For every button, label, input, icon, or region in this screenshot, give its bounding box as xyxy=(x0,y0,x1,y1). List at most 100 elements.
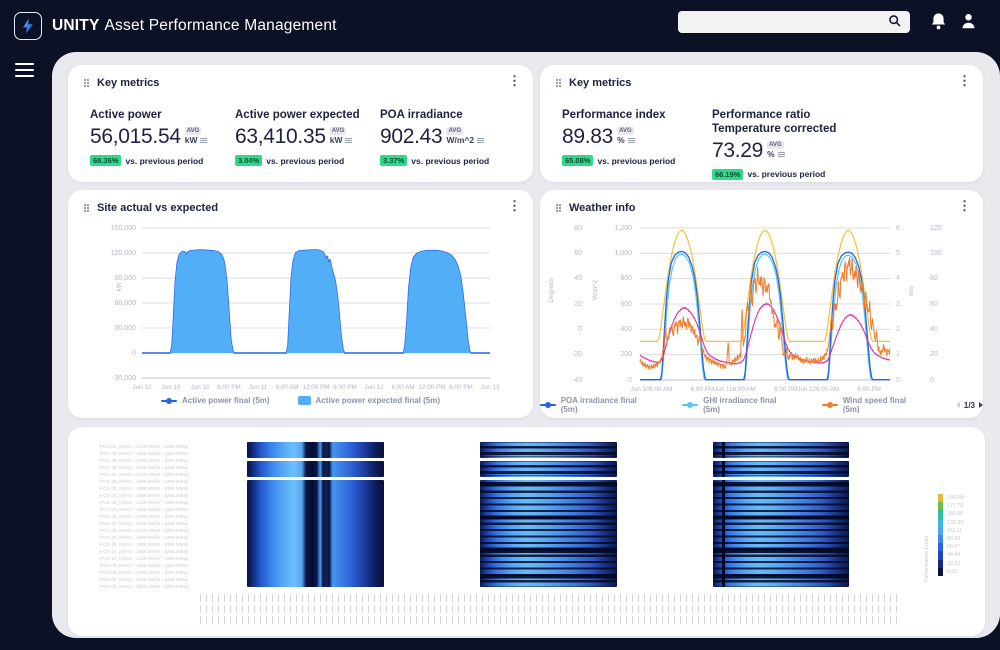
kebab-menu-icon[interactable]: ⋮ xyxy=(958,198,971,213)
user-icon[interactable] xyxy=(960,12,977,31)
metric-unit-stack: AVG% xyxy=(617,126,635,145)
heatmap-block xyxy=(713,442,849,458)
metric-unit: kW xyxy=(184,134,198,145)
colorbar-tick: 177.78 xyxy=(947,503,964,510)
metric-menu-icon[interactable] xyxy=(477,136,485,144)
metric-unit-row: kW xyxy=(330,136,353,145)
y-axis-tick: 30,000 xyxy=(114,324,136,332)
y-axis-tick: 90,000 xyxy=(114,274,136,282)
colorbar-swatch xyxy=(938,551,943,560)
colorbar-swatch xyxy=(938,502,943,511)
legend-dot-marker xyxy=(687,402,694,408)
y-axis-tick: 1 xyxy=(896,351,900,359)
heatmap-row-label: PCS-50_INV02 - 1729.00kW - 1290.00kW xyxy=(100,444,188,449)
legend-item[interactable]: Wind speed final (5m) xyxy=(821,396,924,414)
y-axis-tick: 60 xyxy=(930,300,938,308)
x-axis-tick: Jun 12 xyxy=(797,386,817,393)
heatmap-row-label: PCS-48_INV01 - 1898.00kW - 1290.00kW xyxy=(100,451,188,456)
legend-item[interactable]: GHI irradiance final (5m) xyxy=(682,396,794,414)
x-axis-tick: 6:00 PM xyxy=(857,386,881,393)
y-axis-tick: 1,000 xyxy=(614,249,632,257)
heatmap-row-label: PCS-08_INV01 - 1898.00kW - 1290.00kW xyxy=(100,563,188,568)
y-axis-title: kW xyxy=(116,282,123,292)
brand-name: UNITY xyxy=(52,17,100,34)
delta-badge: 66.19% xyxy=(712,168,744,181)
kebab-menu-icon[interactable]: ⋮ xyxy=(508,198,521,213)
metric-value: 89.83 xyxy=(562,124,614,148)
heatmap-row-label: PCS-20_INV02 - 1729.00kW - 1290.00kW xyxy=(100,528,188,533)
y-axis-tick: 20 xyxy=(930,351,938,359)
metric: Active power expected 63,410.35 AVG kW 3.04%… xyxy=(235,109,380,167)
metric: Performance ratio Temperature corrected 73… xyxy=(712,109,862,181)
y-axis-tick: 40 xyxy=(574,275,582,283)
metric-menu-icon[interactable] xyxy=(200,136,208,144)
metric-value: 73.29 xyxy=(712,138,764,162)
metric-unit-row: W/m^2 xyxy=(446,136,485,145)
weather-info-card: Weather info ⋮ 80 60 40 20 0 -20 -40 1,200 1,000… xyxy=(540,190,983,418)
series-area xyxy=(142,249,490,353)
drag-handle-icon[interactable] xyxy=(84,78,90,88)
legend-pager: 1/3 xyxy=(955,401,983,410)
y-axis-tick: 40 xyxy=(930,325,938,333)
delta-label: vs. previous period xyxy=(411,155,490,166)
heatmap-row-label: PCS-33_INV01 - 1806.00kW - 1290.00kW xyxy=(100,493,188,498)
delta-label: vs. previous period xyxy=(597,155,676,166)
metric-unit-row: % xyxy=(617,136,635,145)
search-input[interactable] xyxy=(678,11,910,33)
legend-line-marker xyxy=(682,402,699,408)
y-axis-tick: 120,000 xyxy=(110,249,136,257)
key-metrics-card-left: Key metrics ⋮ Active power 56,015.54 AVG kW… xyxy=(68,65,533,182)
metric-menu-icon[interactable] xyxy=(345,136,353,144)
heatmap-row-label: PCS-10_INV02 - 1729.00kW - 1290.00kW xyxy=(100,556,188,561)
drag-handle-icon[interactable] xyxy=(556,78,562,88)
metric-menu-icon[interactable] xyxy=(627,136,635,144)
heatmap-row-label: PCS-25_INV01 - 1898.00kW - 1290.00kW xyxy=(100,514,188,519)
y-axis-tick: 3 xyxy=(896,300,900,308)
heatmap-row-label: PCS-28_INV01 - 1898.00kW - 1290.00kW xyxy=(100,507,188,512)
avg-badge: AVG xyxy=(446,126,463,135)
heatmap-row-label: PCS-40_INV02 - 1729.00kW - 1290.00kW xyxy=(100,472,188,477)
heatmap-panel-1 xyxy=(247,442,384,587)
legend-item[interactable]: Active power expected final (5m) xyxy=(297,396,440,405)
metric-value: 56,015.54 xyxy=(90,124,181,148)
metrics-row: Performance index 89.83 AVG% 65.08% vs. prev… xyxy=(562,109,862,181)
legend-item[interactable]: POA irradiance final (5m) xyxy=(540,396,654,414)
x-axis-tick: Jun 13 xyxy=(480,384,500,391)
x-axis-tick: 6:00 AM xyxy=(815,386,840,393)
delta-badge: 65.08% xyxy=(562,154,594,167)
drag-handle-icon[interactable] xyxy=(556,203,562,213)
next-page-icon[interactable] xyxy=(979,402,983,408)
app-logo xyxy=(14,12,42,40)
card-header: Weather info xyxy=(556,202,635,214)
metric-menu-icon[interactable] xyxy=(777,150,785,158)
drag-handle-icon[interactable] xyxy=(84,203,90,213)
colorbar-tick: 0.00 xyxy=(947,568,958,575)
menu-toggle[interactable] xyxy=(15,63,34,81)
legend-item[interactable]: Active power final (5m) xyxy=(160,396,270,405)
heatmap-row-label: PCS-13_INV01 - 1806.00kW - 1290.00kW xyxy=(100,549,188,554)
previous-page-icon[interactable] xyxy=(955,402,960,408)
x-axis-tick: 6:00 PM xyxy=(690,386,715,393)
bell-icon[interactable] xyxy=(930,12,947,31)
colorbar-tick: 111.11 xyxy=(947,527,963,534)
colorbar-title: Performance Index xyxy=(924,535,930,582)
heatmap-row-label: PCS-43_INV01 - 1806.00kW - 1290.00kW xyxy=(100,465,188,470)
legend-dot-marker xyxy=(545,402,551,408)
weather-chart xyxy=(639,227,891,381)
x-axis-tick: 6:00 PM xyxy=(774,386,798,393)
heatmap-row-label: PCS-05_INV01 - 1806.00kW - 1290.00kW xyxy=(100,570,188,575)
kebab-menu-icon[interactable]: ⋮ xyxy=(958,73,971,88)
y-axis-tick: 800 xyxy=(620,275,632,283)
colorbar-swatch xyxy=(938,510,943,519)
card-header: Key metrics xyxy=(556,77,631,89)
search-icon[interactable] xyxy=(888,14,901,27)
colorbar-tick: 22.22 xyxy=(947,560,961,567)
x-axis-tick: Jun 10 xyxy=(630,386,650,393)
y-axis-tick: 60 xyxy=(574,249,582,257)
metric-unit: % xyxy=(767,148,775,159)
x-axis-tick: 6:00 PM xyxy=(449,384,473,391)
kebab-menu-icon[interactable]: ⋮ xyxy=(508,73,521,88)
chart-legend: POA irradiance final (5m) GHI irradiance … xyxy=(540,396,983,414)
heatmap-row-label: PCS-35_INV01 - 1898.00kW - 1290.00kW xyxy=(100,486,188,491)
series-line xyxy=(640,250,890,381)
